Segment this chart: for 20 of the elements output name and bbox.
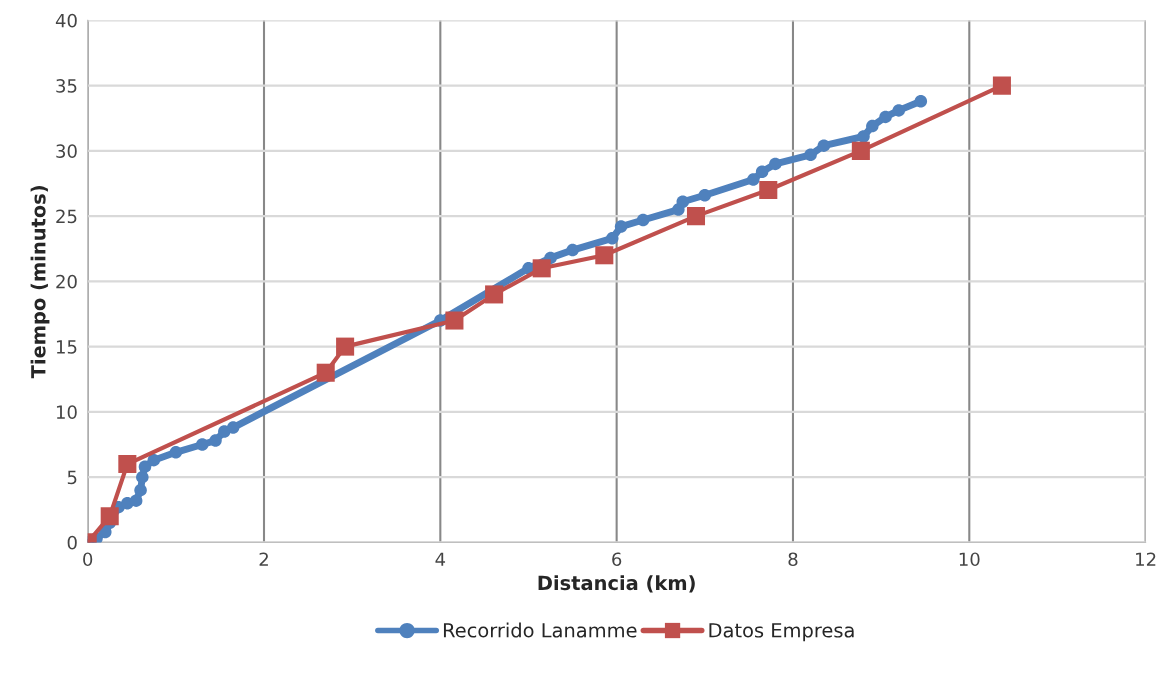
y-tick-label: 15: [56, 340, 77, 354]
legend-label: Datos Empresa: [709, 623, 854, 642]
x-tick-label: 8: [788, 552, 798, 567]
x-tick-label: 12: [1136, 552, 1156, 566]
y-axis-title: Tiempo (minutos): [30, 186, 50, 379]
x-tick-label: 10: [959, 552, 980, 567]
y-tick-label: 25: [56, 209, 77, 224]
y-tick-label: 40: [55, 13, 77, 28]
x-tick-label: 6: [612, 552, 622, 567]
x-tick-label: 0: [83, 552, 93, 567]
legend-label: Recorrido Lanamme: [443, 622, 637, 638]
y-tick-label: 35: [56, 79, 77, 93]
y-tick-label: 20: [56, 274, 77, 289]
y-tick-label: 5: [67, 470, 77, 485]
y-tick-label: 30: [56, 144, 77, 158]
x-axis-title: Distancia (km): [538, 575, 695, 593]
y-tick-label: 10: [56, 405, 77, 419]
x-tick-label: 4: [435, 552, 446, 566]
y-tick-label: 0: [67, 535, 77, 550]
x-tick-label: 2: [259, 552, 268, 566]
